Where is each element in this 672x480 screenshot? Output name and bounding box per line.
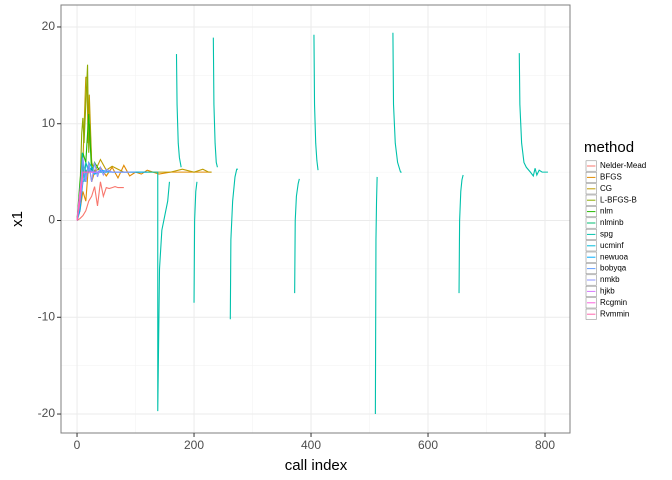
legend-label: Rcgmin	[600, 298, 627, 307]
legend-title: method	[584, 139, 634, 156]
y-tick-label: 10	[42, 116, 56, 130]
y-tick-label: -10	[38, 309, 56, 323]
legend-label: BFGS	[600, 173, 622, 182]
legend-label: nlminb	[600, 218, 624, 227]
legend-label: Rvmmin	[600, 309, 629, 318]
x-tick-label: 600	[418, 438, 438, 452]
series-line	[76, 181, 124, 221]
series-line	[76, 157, 130, 221]
x-tick-label: 400	[301, 438, 321, 452]
legend-label: nlm	[600, 207, 613, 216]
panel	[61, 5, 570, 433]
legend-label: ucminf	[600, 241, 624, 250]
x-tick-label: 0	[74, 438, 81, 452]
legend-label: hjkb	[600, 287, 615, 296]
legend-label: newuoa	[600, 252, 629, 261]
x-tick-label: 200	[184, 438, 204, 452]
series-line	[76, 171, 89, 221]
legend-label: Nelder-Mead	[600, 161, 646, 170]
x-tick-label: 800	[535, 438, 555, 452]
x-axis-title: call index	[285, 457, 348, 474]
y-axis-title: x1	[9, 211, 26, 227]
legend-label: L-BFGS-B	[600, 195, 637, 204]
series-line	[76, 64, 98, 221]
y-tick-label: 0	[48, 213, 55, 227]
panel-border	[60, 4, 571, 434]
y-tick-label: 20	[42, 19, 56, 33]
legend-label: CG	[600, 184, 612, 193]
legend-label: nmkb	[600, 275, 620, 284]
legend-label: bobyqa	[600, 264, 627, 273]
legend-label: spg	[600, 230, 613, 239]
y-tick-label: -20	[38, 406, 56, 420]
